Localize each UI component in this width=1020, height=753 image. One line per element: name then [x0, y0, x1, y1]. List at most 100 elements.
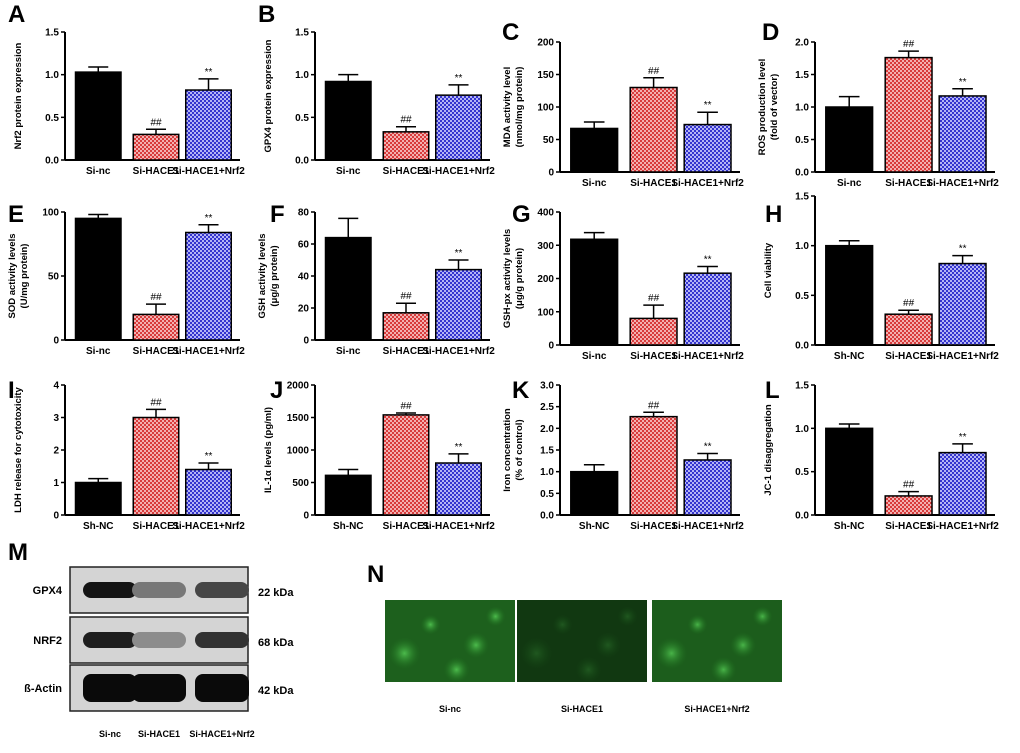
category-label: Si-HACE1 [383, 346, 430, 357]
significance-marker: ## [648, 293, 660, 304]
bar [132, 416, 180, 516]
significance-marker: ** [704, 100, 712, 111]
bar [382, 131, 430, 161]
fluorescence-spot [485, 606, 506, 627]
lane-label: Si-nc [99, 729, 121, 739]
panel-letter: K [512, 377, 530, 404]
significance-marker: ** [205, 451, 213, 462]
y-axis-label: JC-1 disaggregation [763, 404, 774, 496]
significance-marker: ** [205, 67, 213, 78]
fluorescence-spot [520, 637, 553, 670]
category-label: Sh-NC [333, 521, 364, 532]
significance-marker: ** [959, 432, 967, 443]
y-tick-label: 40 [298, 272, 310, 283]
y-tick-label: 0.5 [795, 291, 809, 302]
y-tick-label: 1.5 [795, 70, 809, 81]
significance-marker: ## [400, 115, 412, 126]
fluorescence-spot [388, 637, 421, 670]
y-tick-label: 50 [48, 272, 60, 283]
y-tick-label: 100 [537, 103, 554, 114]
bar [324, 80, 372, 161]
bar [435, 462, 482, 516]
protein-label: ß-Actin [24, 683, 62, 695]
y-tick-label: 1.0 [295, 70, 309, 81]
chart-panel-d: D 0.0 0.5 1.0 1.5 2.0 ROS production level(fol… [757, 19, 999, 189]
kda-label: 42 kDa [258, 685, 294, 697]
blot-band [83, 674, 137, 702]
bar [825, 106, 874, 173]
bar [938, 451, 987, 516]
chart-panel-c: C 0 50 100 150 200 MDA activity level(nmol/mg … [502, 19, 744, 189]
bar [570, 127, 619, 173]
y-tick-label: 0 [548, 168, 554, 179]
panel-letter: A [8, 1, 25, 28]
significance-marker: ## [150, 397, 162, 408]
y-tick-label: 1.0 [795, 424, 809, 435]
category-label: Si-HACE1 [133, 346, 180, 357]
lane-label: Si-HACE1+Nrf2 [189, 729, 254, 739]
y-tick-label: 50 [543, 135, 555, 146]
category-label: Si-nc [582, 178, 607, 189]
y-tick-label: 20 [298, 304, 310, 315]
fluorescence-spot [617, 606, 638, 627]
chart-panel-e: E 0 50 100 SOD activity levels(U/mg protein)… [7, 201, 245, 357]
chart-panel-f: F 0 20 40 60 80 GSH activity levels(μg/g prote… [257, 201, 495, 357]
y-tick-label: 200 [537, 38, 554, 49]
fluorescence-spot [687, 614, 708, 635]
significance-marker: ## [150, 292, 162, 303]
fluorescence-spot [595, 632, 621, 659]
category-label: Si-HACE1+Nrf2 [172, 166, 245, 177]
category-label: Si-HACE1+Nrf2 [422, 521, 495, 532]
bar [570, 470, 619, 516]
blot-band [132, 632, 186, 648]
y-axis-label: GSH activity levels(μg/g protein) [257, 233, 280, 318]
bar [435, 268, 482, 341]
y-tick-label: 1.0 [795, 103, 809, 114]
bar [884, 313, 933, 346]
image-label: Si-HACE1+Nrf2 [684, 704, 749, 714]
y-tick-label: 100 [537, 307, 554, 318]
y-tick-label: 300 [537, 241, 554, 252]
bar [884, 495, 933, 516]
y-tick-label: 0.5 [45, 113, 59, 124]
panel-letter: J [270, 377, 283, 404]
category-label: Si-HACE1+Nrf2 [422, 346, 495, 357]
y-tick-label: 2.0 [540, 424, 554, 435]
significance-marker: ** [455, 73, 463, 84]
significance-marker: ## [648, 66, 660, 77]
blot-band [132, 674, 186, 702]
panel-letter: B [258, 1, 275, 28]
significance-marker: ** [205, 213, 213, 224]
category-label: Si-nc [336, 346, 361, 357]
category-label: Si-HACE1+Nrf2 [671, 521, 744, 532]
bar [683, 459, 732, 516]
category-label: Si-HACE1+Nrf2 [422, 166, 495, 177]
blot-band [83, 632, 137, 648]
kda-label: 22 kDa [258, 587, 294, 599]
y-tick-label: 0.5 [295, 113, 309, 124]
fluorescence-spot [463, 632, 489, 659]
chart-panel-k: K 0.0 0.5 1.0 1.5 2.0 2.5 3.0 Iron concentration… [502, 377, 744, 532]
y-tick-label: 2 [53, 446, 59, 457]
category-label: Si-HACE1+Nrf2 [926, 351, 999, 362]
bar [185, 468, 232, 516]
bar-panels: A 0.0 0.5 1.0 1.5 Nrf2 protein expression Si-n… [7, 1, 999, 532]
y-tick-label: 80 [298, 208, 310, 219]
significance-marker: ** [704, 255, 712, 266]
bar [629, 317, 678, 346]
category-label: Si-nc [582, 351, 607, 362]
fluorescence-spot [752, 606, 773, 627]
chart-panel-l: L 0.0 0.5 1.0 1.5 JC-1 disaggregation Sh-NC ## S… [763, 377, 999, 532]
panel-letter: H [765, 201, 782, 228]
blot-band [132, 582, 186, 598]
fluorescence-spot [552, 614, 573, 635]
lane-label: Si-HACE1 [138, 729, 180, 739]
category-label: Si-HACE1 [133, 166, 180, 177]
y-tick-label: 2.0 [795, 38, 809, 49]
blot-band [195, 674, 249, 702]
fluorescence-spot [710, 656, 737, 683]
y-tick-label: 4 [53, 381, 59, 392]
fluorescence-panel: N Si-nc Si-HACE1 Si-HACE1+Nrf2 [367, 561, 782, 714]
fluorescence-spot [420, 614, 441, 635]
significance-marker: ** [455, 442, 463, 453]
